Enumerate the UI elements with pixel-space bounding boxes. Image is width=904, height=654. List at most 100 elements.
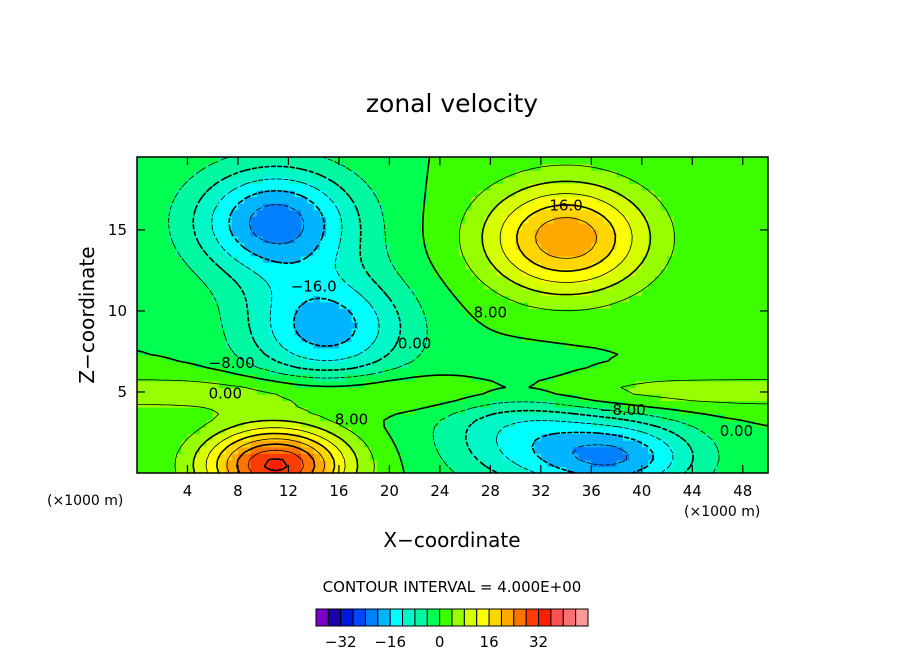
field-cell — [256, 249, 264, 257]
field-cell — [685, 407, 693, 415]
field-cell — [667, 374, 674, 382]
field-cell — [603, 334, 611, 342]
field-cell — [364, 315, 372, 323]
field-cell — [641, 288, 649, 296]
field-cell — [395, 413, 403, 421]
field-cell — [332, 407, 340, 415]
field-cell — [528, 328, 536, 336]
field-cell — [622, 347, 630, 356]
field-cell — [452, 341, 460, 349]
field-cell — [585, 176, 592, 184]
field-cell — [458, 183, 466, 191]
field-cell — [420, 459, 428, 468]
field-cell — [502, 301, 510, 310]
field-cell — [420, 189, 428, 198]
field-cell — [528, 341, 536, 349]
field-cell — [572, 255, 580, 263]
field-cell — [313, 288, 321, 296]
field-cell — [509, 183, 517, 191]
field-cell — [263, 466, 271, 473]
field-cell — [383, 367, 390, 375]
field-cell — [484, 275, 491, 283]
field-cell — [610, 354, 618, 362]
field-cell — [446, 301, 454, 310]
field-cell — [181, 295, 189, 303]
field-cell — [319, 249, 327, 257]
field-cell — [282, 282, 290, 290]
field-cell — [351, 282, 359, 290]
field-cell — [742, 361, 750, 369]
field-cell — [616, 222, 624, 231]
field-cell — [212, 209, 220, 217]
field-cell — [730, 394, 738, 402]
field-cell — [648, 216, 656, 224]
field-cell — [162, 288, 170, 296]
field-cell — [294, 288, 302, 296]
field-cell — [200, 453, 208, 461]
field-cell — [515, 380, 523, 389]
field-cell — [326, 394, 334, 402]
field-cell — [679, 242, 687, 250]
field-cell — [383, 189, 390, 198]
field-cell — [547, 459, 555, 468]
field-cell — [660, 157, 668, 165]
field-cell — [692, 176, 700, 184]
field-cell — [477, 222, 485, 231]
field-cell — [629, 413, 637, 421]
field-cell — [641, 163, 649, 171]
field-cell — [509, 433, 517, 441]
field-cell — [755, 301, 763, 310]
field-cell — [301, 380, 308, 389]
field-cell — [427, 334, 435, 342]
field-cell — [540, 176, 548, 184]
field-cell — [458, 354, 466, 362]
field-cell — [490, 341, 498, 349]
field-cell — [319, 170, 327, 178]
field-cell — [566, 157, 573, 165]
field-cell — [654, 242, 662, 250]
field-cell — [755, 374, 763, 382]
field-cell — [414, 426, 422, 435]
field-cell — [496, 394, 504, 402]
field-cell — [338, 176, 346, 184]
field-cell — [622, 446, 630, 454]
field-cell — [704, 354, 712, 362]
field-cell — [395, 282, 403, 290]
field-cell — [395, 321, 403, 329]
field-cell — [635, 157, 643, 165]
field-cell — [496, 209, 504, 217]
field-cell — [578, 315, 586, 323]
field-cell — [610, 328, 618, 336]
field-cell — [667, 446, 674, 454]
field-cell — [187, 209, 195, 217]
field-cell — [282, 426, 290, 435]
field-cell — [749, 157, 756, 165]
field-cell — [641, 282, 649, 290]
field-cell — [439, 236, 447, 244]
field-cell — [591, 236, 599, 244]
field-cell — [477, 308, 485, 316]
field-cell — [654, 328, 662, 336]
field-cell — [648, 347, 656, 356]
field-cell — [465, 216, 473, 224]
field-cell — [212, 321, 220, 329]
field-cell — [282, 222, 290, 231]
field-cell — [174, 334, 182, 342]
field-cell — [685, 347, 693, 356]
field-cell — [439, 387, 447, 395]
field-cell — [641, 440, 649, 448]
field-cell — [319, 347, 327, 356]
field-cell — [610, 196, 618, 204]
field-cell — [515, 170, 523, 178]
field-cell — [212, 394, 220, 402]
field-cell — [307, 229, 315, 237]
field-cell — [376, 341, 384, 349]
field-cell — [704, 315, 712, 323]
field-cell — [553, 203, 561, 211]
field-cell — [597, 268, 605, 277]
field-cell — [219, 183, 226, 191]
field-cell — [376, 268, 384, 277]
field-cell — [420, 308, 428, 316]
field-cell — [547, 361, 555, 369]
field-cell — [143, 354, 151, 362]
